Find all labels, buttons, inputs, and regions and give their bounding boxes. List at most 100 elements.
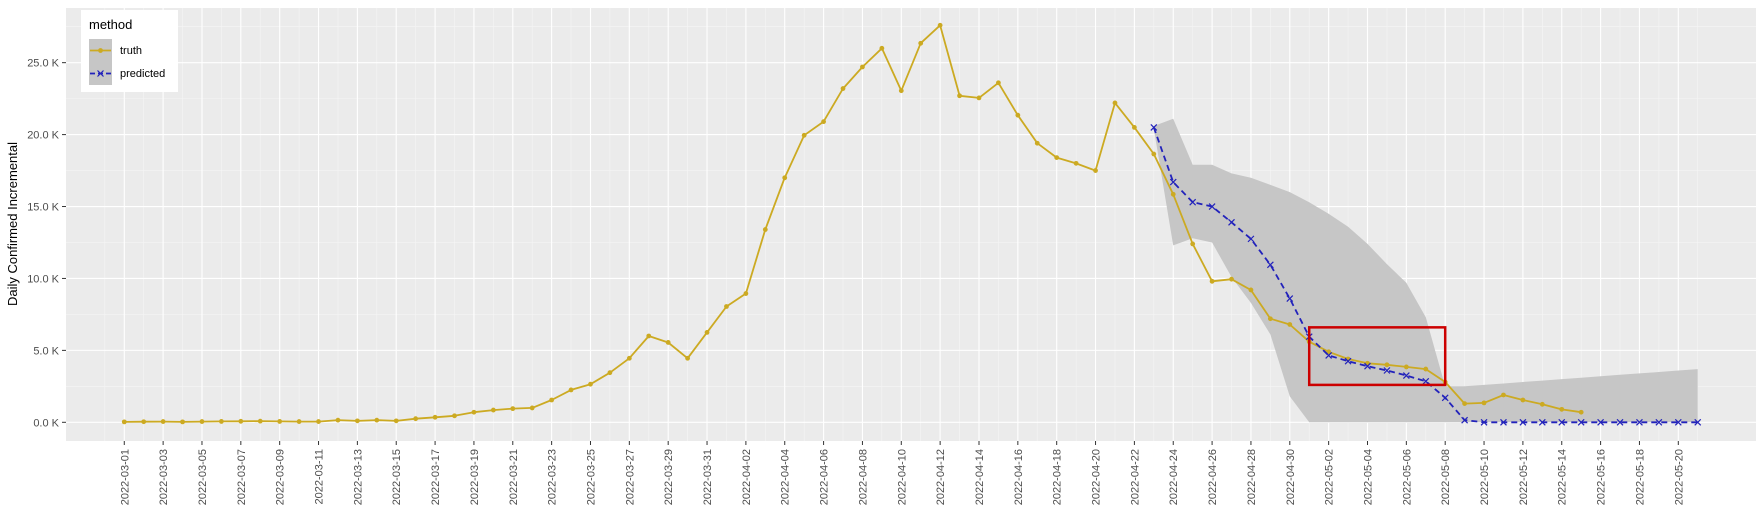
truth-point	[1501, 392, 1506, 398]
truth-point	[840, 86, 846, 91]
truth-point	[1423, 366, 1429, 372]
legend: method truth predicted	[81, 10, 178, 92]
x-tick-label: 2022-04-06	[819, 449, 831, 505]
legend-title: method	[89, 17, 132, 32]
y-tick-label: 0.0 K	[33, 417, 59, 429]
truth-point	[1326, 349, 1332, 355]
truth-point	[879, 45, 885, 51]
truth-point	[1267, 316, 1273, 322]
x-tick-label: 2022-04-08	[857, 449, 869, 505]
truth-point	[957, 93, 962, 99]
x-tick-label: 2022-03-13	[352, 449, 364, 505]
truth-point	[1229, 276, 1234, 282]
truth-point	[626, 355, 632, 361]
predicted-point	[1577, 418, 1585, 426]
x-tick-label: 2022-04-24	[1168, 449, 1180, 505]
truth-point	[1034, 140, 1040, 146]
x-tick-label: 2022-04-14	[974, 449, 986, 505]
truth-point	[782, 175, 788, 181]
truth-point	[296, 419, 302, 424]
truth-point	[1015, 112, 1021, 118]
truth-point	[219, 419, 224, 424]
x-tick-label: 2022-03-07	[236, 449, 248, 505]
predicted-point	[1228, 218, 1235, 226]
x-tick-label: 2022-04-10	[896, 449, 908, 505]
truth-point	[510, 406, 516, 412]
truth-point	[1559, 406, 1565, 412]
truth-point	[568, 387, 574, 393]
truth-point	[1248, 287, 1254, 293]
plot-panel	[66, 8, 1756, 441]
predicted-point	[1674, 418, 1682, 426]
x-tick-label: 2022-05-14	[1557, 449, 1569, 505]
truth-point	[665, 340, 671, 345]
truth-point	[762, 227, 768, 232]
x-tick-label: 2022-04-04	[780, 449, 792, 505]
y-axis: 0.0 K 5.0 K 10.0 K 15.0 K 20.0 K 25.0 K	[27, 58, 66, 429]
x-tick-label: 2022-03-25	[585, 449, 597, 505]
truth-point	[1151, 151, 1157, 157]
truth-point	[1578, 409, 1584, 415]
truth-point	[1073, 160, 1079, 166]
x-tick-label: 2022-03-11	[314, 449, 326, 504]
truth-point	[1054, 155, 1060, 161]
predicted-point	[1441, 394, 1449, 402]
truth-point	[607, 370, 613, 376]
truth-point	[180, 419, 185, 425]
truth-point	[529, 405, 535, 411]
x-tick-label: 2022-04-18	[1052, 449, 1064, 505]
x-tick-label: 2022-05-16	[1596, 449, 1608, 505]
predicted-point	[1325, 351, 1333, 359]
y-tick-label: 25.0 K	[27, 58, 59, 70]
x-tick-label: 2022-05-18	[1634, 449, 1646, 505]
truth-point	[393, 418, 399, 424]
confidence-band	[1153, 118, 1698, 423]
truth-point	[452, 413, 457, 419]
x-tick-label: 2022-04-20	[1091, 449, 1103, 505]
predicted-point	[1480, 418, 1488, 426]
legend-key-predicted-x	[97, 70, 104, 77]
predicted-point	[1383, 367, 1391, 374]
truth-point	[821, 119, 826, 125]
x-tick-label: 2022-03-05	[197, 449, 209, 505]
predicted-point	[1538, 418, 1546, 426]
predicted-point	[1402, 372, 1410, 379]
y-tick-label: 15.0 K	[27, 202, 59, 214]
x-tick-label: 2022-03-19	[469, 449, 481, 505]
truth-point	[413, 416, 419, 422]
truth-point	[549, 397, 555, 403]
x-tick-label: 2022-03-21	[508, 449, 520, 505]
truth-point	[801, 132, 807, 138]
truth-point	[335, 417, 341, 423]
predicted-point	[1189, 198, 1197, 206]
truth-point	[743, 291, 749, 296]
truth-point	[1520, 397, 1526, 403]
truth-point	[898, 88, 904, 94]
predicted-point	[1169, 178, 1177, 186]
truth-point	[1287, 322, 1293, 327]
truth-point	[1481, 400, 1487, 406]
truth-point	[724, 304, 729, 309]
truth-point	[1539, 401, 1545, 407]
predicted-point	[1344, 357, 1352, 365]
truth-series	[121, 22, 1584, 425]
truth-point	[860, 64, 865, 70]
truth-point	[1112, 100, 1118, 106]
truth-point	[432, 414, 438, 420]
truth-point	[646, 333, 652, 339]
truth-point	[141, 419, 147, 425]
predicted-point	[1150, 123, 1158, 131]
y-axis-title: Daily Confirmed Incremental	[5, 142, 20, 306]
truth-point	[354, 418, 360, 424]
x-axis: 2022-03-01 2022-03-03 2022-03-05 2022-03-07…	[119, 441, 1685, 505]
x-tick-label: 2022-04-12	[935, 449, 947, 505]
x-tick-label: 2022-03-09	[275, 449, 287, 505]
x-tick-label: 2022-05-04	[1362, 449, 1374, 505]
predicted-point	[1461, 416, 1469, 424]
x-tick-label: 2022-03-17	[430, 449, 442, 505]
predicted-point	[1636, 418, 1643, 426]
predicted-point	[1266, 261, 1274, 269]
x-tick-label: 2022-03-01	[119, 449, 131, 505]
truth-point	[1384, 362, 1390, 368]
